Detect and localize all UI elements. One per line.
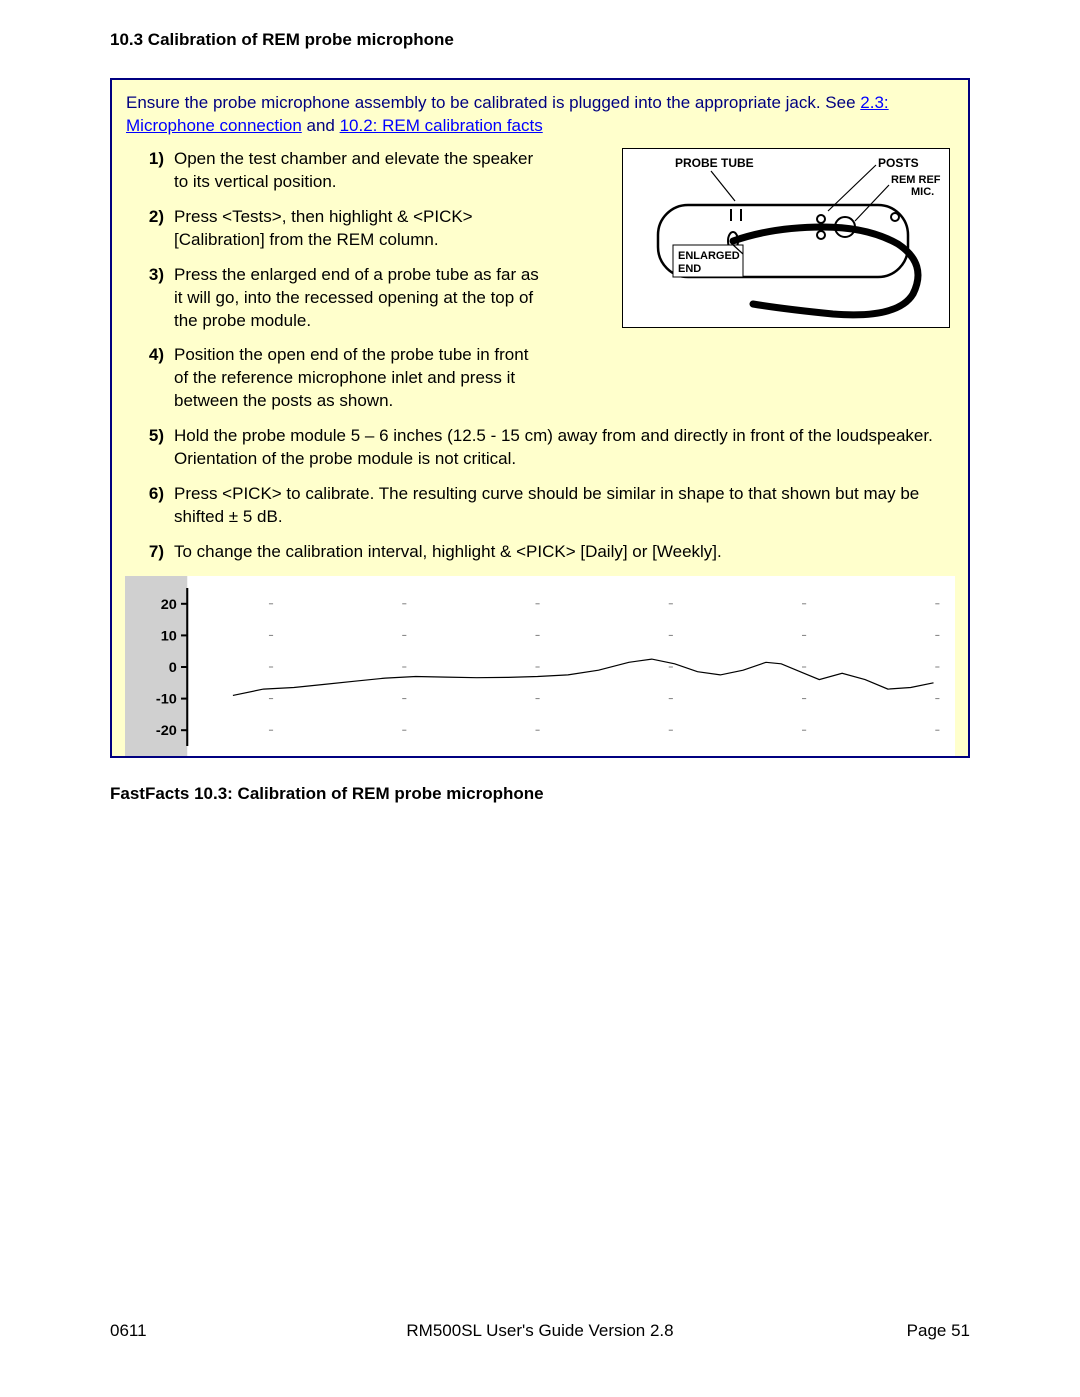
step-text: Press <Tests>, then highlight & <PICK> [… <box>174 206 544 252</box>
step-4: 4) Position the open end of the probe tu… <box>126 344 954 413</box>
probe-diagram: PROBE TUBE POSTS REM REF MIC. ENLARGED E… <box>622 148 950 328</box>
svg-text:0: 0 <box>169 660 177 676</box>
step-text: Hold the probe module 5 – 6 inches (12.5… <box>174 425 954 471</box>
step-text: Position the open end of the probe tube … <box>174 344 544 413</box>
steps-area: PROBE TUBE POSTS REM REF MIC. ENLARGED E… <box>126 148 954 564</box>
footer-center: RM500SL User's Guide Version 2.8 <box>406 1321 673 1341</box>
step-num: 4) <box>132 344 164 367</box>
fastfacts-caption: FastFacts 10.3: Calibration of REM probe… <box>110 784 970 804</box>
label-enlarged2: END <box>678 263 701 275</box>
step-6: 6) Press <PICK> to calibrate. The result… <box>126 483 954 529</box>
footer-right: Page 51 <box>907 1321 970 1341</box>
intro-text: Ensure the probe microphone assembly to … <box>126 92 954 138</box>
page-footer: 0611 RM500SL User's Guide Version 2.8 Pa… <box>110 1321 970 1341</box>
step-num: 1) <box>132 148 164 171</box>
label-probe-tube: PROBE TUBE <box>675 156 754 170</box>
svg-text:20: 20 <box>161 597 177 613</box>
section-heading: 10.3 Calibration of REM probe microphone <box>110 30 970 50</box>
label-enlarged1: ENLARGED <box>678 250 740 262</box>
step-5: 5) Hold the probe module 5 – 6 inches (1… <box>126 425 954 471</box>
step-num: 3) <box>132 264 164 287</box>
label-posts: POSTS <box>878 156 919 170</box>
step-7: 7) To change the calibration interval, h… <box>126 541 954 564</box>
intro-mid: and <box>302 116 340 135</box>
step-text: To change the calibration interval, high… <box>174 541 954 564</box>
svg-text:10: 10 <box>161 629 177 645</box>
step-text: Press <PICK> to calibrate. The resulting… <box>174 483 954 529</box>
footer-left: 0611 <box>110 1321 147 1341</box>
link-rem-calibration-facts[interactable]: 10.2: REM calibration facts <box>340 116 543 135</box>
step-text: Open the test chamber and elevate the sp… <box>174 148 544 194</box>
step-num: 6) <box>132 483 164 506</box>
step-num: 5) <box>132 425 164 448</box>
info-box: Ensure the probe microphone assembly to … <box>110 78 970 758</box>
label-rem-ref2: MIC. <box>911 186 934 198</box>
step-num: 2) <box>132 206 164 229</box>
svg-text:-20: -20 <box>156 723 177 739</box>
label-rem-ref1: REM REF <box>891 174 941 186</box>
step-text: Press the enlarged end of a probe tube a… <box>174 264 544 333</box>
step-num: 7) <box>132 541 164 564</box>
calibration-chart: 20 10 0 -10 -20 <box>125 576 955 756</box>
svg-text:-10: -10 <box>156 692 177 708</box>
intro-pre: Ensure the probe microphone assembly to … <box>126 93 860 112</box>
